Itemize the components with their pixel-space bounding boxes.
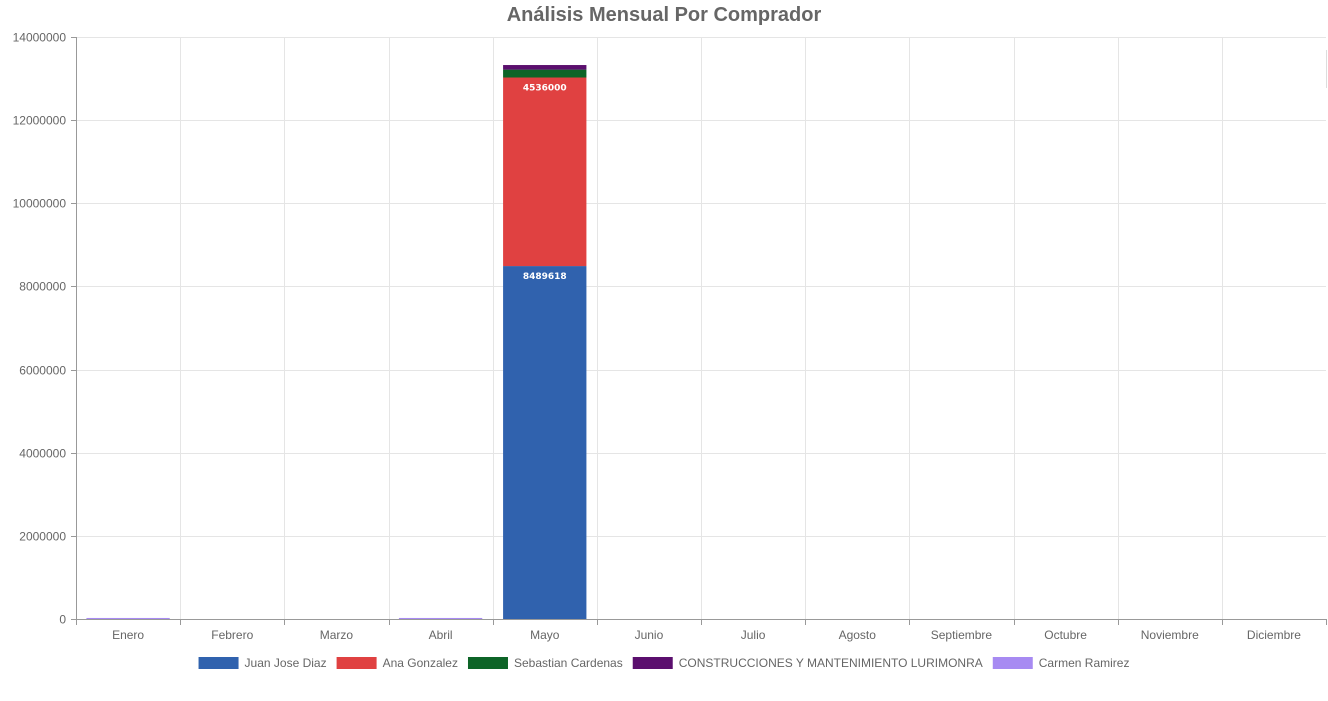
y-tick-label: 12000000 xyxy=(13,114,67,128)
bar-segment xyxy=(503,266,587,619)
y-tick-label: 8000000 xyxy=(19,280,66,294)
legend-label: Juan Jose Diaz xyxy=(245,656,327,670)
x-tick-label: Abril xyxy=(429,628,453,642)
scroll-marker xyxy=(1326,50,1327,88)
legend-label: Carmen Ramirez xyxy=(1039,656,1130,670)
x-tick-label: Marzo xyxy=(320,628,354,642)
data-label: 8489618 xyxy=(523,272,567,282)
grid-layer xyxy=(76,37,1326,619)
axis-layer: 0 2000000 4000000 6000000 8000000 10000000 120… xyxy=(13,31,1327,642)
bar-segment xyxy=(503,77,587,267)
legend-swatch xyxy=(336,657,377,669)
legend-swatch xyxy=(632,657,673,669)
chart-title: Análisis Mensual Por Comprador xyxy=(506,4,822,26)
legend-swatch xyxy=(992,657,1033,669)
legend-label: Sebastian Cardenas xyxy=(514,656,623,670)
x-tick-label: Febrero xyxy=(211,628,253,642)
legend-swatch xyxy=(198,657,239,669)
y-tick-label: 6000000 xyxy=(19,364,66,378)
bar-segment xyxy=(503,65,587,70)
legend-swatch xyxy=(467,657,508,669)
legend-label: CONSTRUCCIONES Y MANTENIMIENTO LURIMONRA xyxy=(679,656,983,670)
x-tick-label: Agosto xyxy=(839,628,877,642)
legend-label: Ana Gonzalez xyxy=(383,656,458,670)
y-tick-label: 0 xyxy=(59,613,66,627)
x-tick-label: Septiembre xyxy=(931,628,993,642)
y-tick-label: 14000000 xyxy=(13,31,67,45)
bar-segment xyxy=(398,617,483,620)
legend: Juan Jose Diaz Ana Gonzalez Sebastian Card… xyxy=(198,656,1130,670)
x-tick-label: Julio xyxy=(741,628,766,642)
y-tick-label: 4000000 xyxy=(19,447,66,461)
x-tick-label: Junio xyxy=(635,628,664,642)
bar-segment xyxy=(86,617,170,620)
x-tick-label: Mayo xyxy=(530,628,560,642)
y-tick-label: 10000000 xyxy=(13,197,67,211)
bar-layer xyxy=(86,65,587,620)
bar-segment xyxy=(503,69,587,78)
x-tick-label: Diciembre xyxy=(1247,628,1301,642)
y-tick-label: 2000000 xyxy=(19,530,66,544)
x-tick-label: Octubre xyxy=(1044,628,1087,642)
data-label-layer: 8489618 4536000 xyxy=(523,84,567,283)
data-label: 4536000 xyxy=(523,84,567,94)
x-tick-label: Noviembre xyxy=(1141,628,1199,642)
x-tick-label: Enero xyxy=(112,628,144,642)
